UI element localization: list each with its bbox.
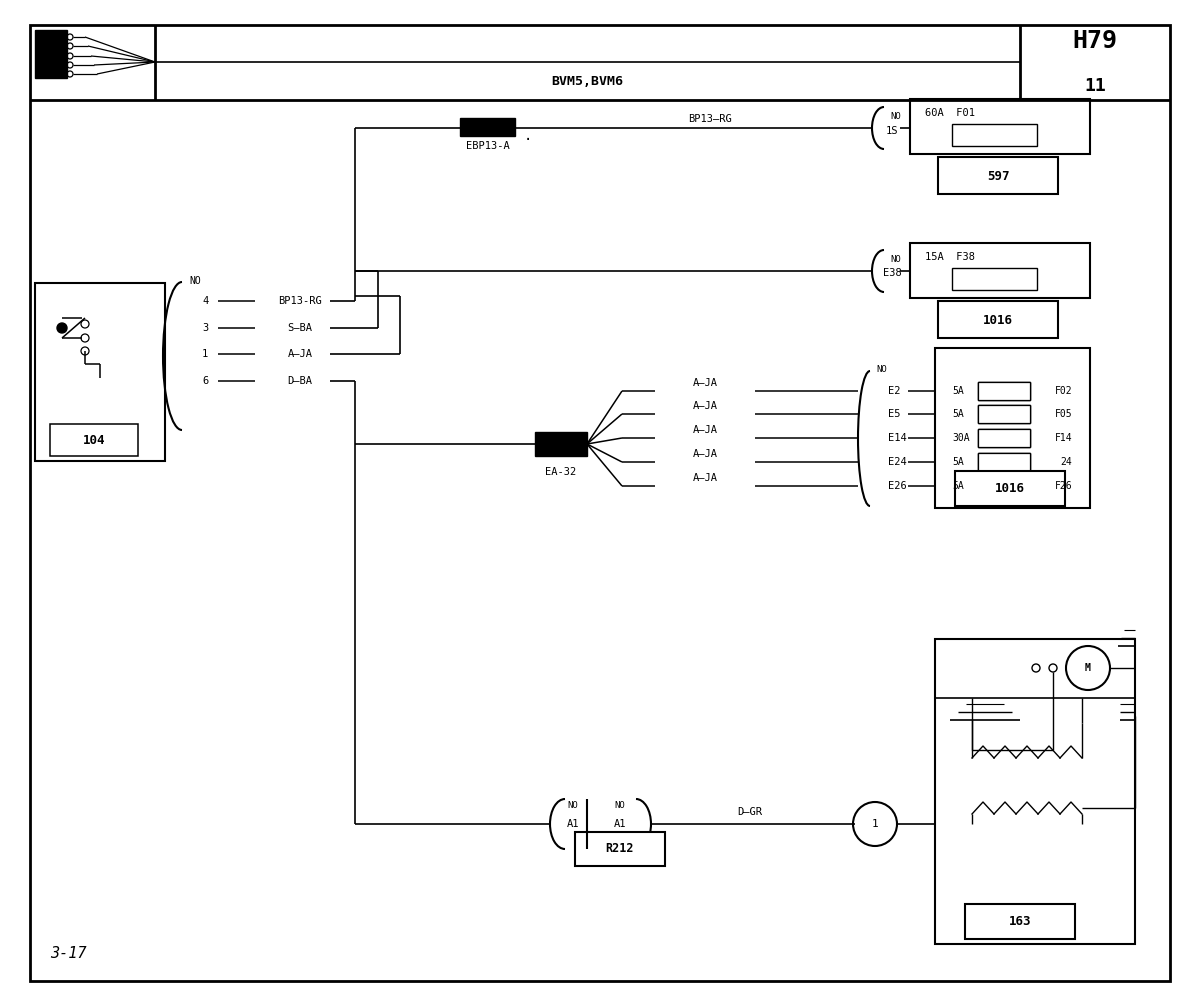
Text: 5A: 5A	[952, 481, 964, 491]
Text: 1016: 1016	[983, 314, 1013, 327]
Bar	[955, 471, 1066, 506]
Bar	[935, 348, 1090, 508]
Text: E2: E2	[888, 386, 900, 396]
Text: EA-32: EA-32	[545, 467, 577, 477]
Text: F02: F02	[1055, 386, 1072, 396]
Text: S—BA: S—BA	[288, 323, 312, 333]
Text: 163: 163	[1009, 915, 1031, 928]
Bar	[978, 453, 1030, 471]
Bar	[575, 832, 665, 866]
Bar	[460, 118, 515, 136]
Text: EBP13-A: EBP13-A	[466, 141, 510, 151]
Text: A1: A1	[566, 819, 580, 829]
Text: F26: F26	[1055, 481, 1072, 491]
Text: 30A: 30A	[952, 433, 970, 443]
Text: 15A  F38: 15A F38	[925, 252, 974, 262]
Text: NO: NO	[190, 276, 200, 286]
Circle shape	[58, 323, 67, 333]
Text: D—GR: D—GR	[738, 807, 762, 817]
Text: A—JA: A—JA	[692, 449, 718, 459]
Bar	[935, 639, 1135, 944]
Bar	[35, 30, 67, 78]
Bar	[978, 477, 1030, 495]
Bar	[952, 268, 1037, 290]
Text: A—JA: A—JA	[692, 425, 718, 435]
Text: 24: 24	[1061, 457, 1072, 467]
Bar	[978, 382, 1030, 400]
Text: A—JA: A—JA	[692, 473, 718, 483]
Text: 6: 6	[202, 376, 209, 386]
Text: 5A: 5A	[952, 386, 964, 396]
Bar	[978, 477, 1030, 495]
Text: 104: 104	[83, 434, 106, 447]
Bar	[978, 405, 1030, 423]
Text: A—JA: A—JA	[692, 401, 718, 411]
Text: NO: NO	[890, 112, 901, 121]
Text: E24: E24	[888, 457, 907, 467]
Text: NO: NO	[568, 802, 578, 811]
Text: NO: NO	[877, 364, 887, 373]
Bar	[978, 405, 1030, 423]
Bar	[910, 99, 1090, 154]
Bar	[965, 904, 1075, 939]
Bar	[978, 382, 1030, 400]
Bar	[938, 157, 1058, 194]
Bar	[978, 429, 1030, 447]
Bar	[978, 382, 1030, 400]
Bar	[978, 429, 1030, 447]
Text: D—BA: D—BA	[288, 376, 312, 386]
Bar	[978, 405, 1030, 423]
Bar	[952, 124, 1037, 146]
Text: 60A  F01: 60A F01	[925, 108, 974, 118]
Bar	[938, 301, 1058, 338]
Text: BP13—RG: BP13—RG	[688, 114, 732, 124]
Text: E26: E26	[888, 481, 907, 491]
Text: BVM5,BVM6: BVM5,BVM6	[551, 74, 623, 88]
Bar	[535, 432, 587, 456]
Text: A1: A1	[613, 819, 626, 829]
Text: 3: 3	[202, 323, 209, 333]
Bar	[978, 429, 1030, 447]
Bar	[35, 283, 164, 461]
Text: F05: F05	[1055, 409, 1072, 420]
Text: H79: H79	[1073, 29, 1117, 53]
Text: NO: NO	[890, 255, 901, 264]
Bar	[50, 424, 138, 456]
Text: E14: E14	[888, 433, 907, 443]
Text: 5A: 5A	[952, 409, 964, 420]
Bar	[978, 477, 1030, 495]
Text: A—JA: A—JA	[692, 378, 718, 388]
Text: E5: E5	[888, 409, 900, 420]
Text: 597: 597	[986, 169, 1009, 182]
Text: 1016: 1016	[995, 482, 1025, 495]
Text: F14: F14	[1055, 433, 1072, 443]
Text: BP13-RG: BP13-RG	[278, 296, 322, 306]
Text: 1: 1	[871, 819, 878, 829]
Text: A—JA: A—JA	[288, 349, 312, 359]
Text: 3-17: 3-17	[50, 947, 86, 962]
Text: .: .	[524, 129, 532, 143]
Text: 1S: 1S	[886, 126, 899, 136]
Text: 11: 11	[1084, 77, 1106, 95]
Bar	[978, 453, 1030, 471]
Text: 5A: 5A	[952, 457, 964, 467]
Text: R212: R212	[606, 842, 635, 855]
Text: 4: 4	[202, 296, 209, 306]
Text: M: M	[1085, 663, 1091, 673]
Bar	[910, 243, 1090, 298]
Text: NO: NO	[614, 802, 625, 811]
Text: E38: E38	[883, 268, 901, 278]
Bar	[978, 453, 1030, 471]
Text: 1: 1	[202, 349, 209, 359]
